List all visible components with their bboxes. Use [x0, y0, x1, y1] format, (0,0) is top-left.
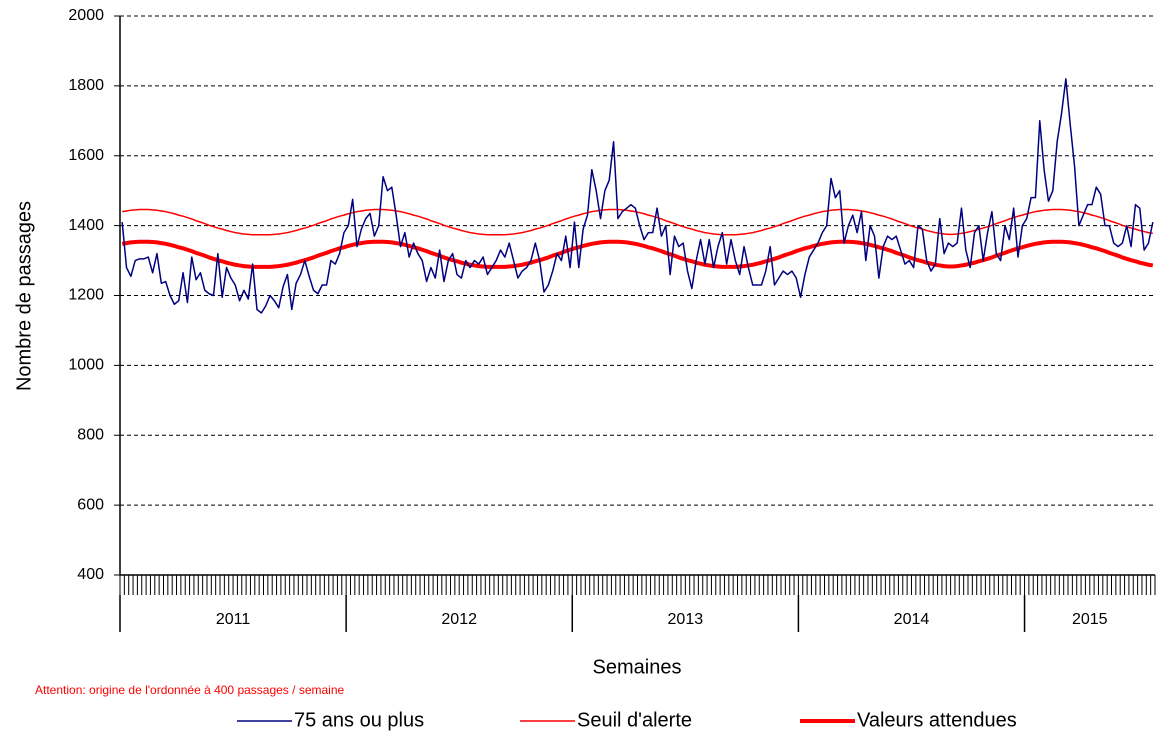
year-label: 2013: [668, 611, 704, 628]
y-tick-label: 1600: [68, 147, 104, 164]
year-label: 2012: [441, 611, 477, 628]
year-label: 2011: [216, 611, 251, 628]
legend-label: Seuil d'alerte: [577, 709, 692, 731]
y-tick-label: 600: [77, 496, 104, 513]
y-tick-label: 1800: [68, 77, 104, 94]
legend-label: 75 ans ou plus: [294, 709, 424, 731]
year-label: 2015: [1072, 611, 1108, 628]
year-label: 2014: [894, 611, 930, 628]
series-line: [121, 78, 1154, 314]
y-axis-label: Nombre de passages: [13, 201, 35, 391]
y-tick-label: 1000: [68, 357, 104, 374]
y-tick-label: 800: [77, 426, 104, 443]
x-axis-label: Semaines: [593, 656, 682, 678]
y-tick-label: 2000: [68, 7, 104, 24]
series-line: [122, 208, 1153, 236]
series-line: [121, 239, 1154, 269]
note: Attention: origine de l'ordonnée à 400 p…: [35, 683, 344, 697]
legend-label: Valeurs attendues: [857, 709, 1017, 731]
y-tick-label: 1400: [68, 217, 104, 234]
y-tick-label: 400: [77, 566, 104, 583]
y-tick-label: 1200: [68, 287, 104, 304]
